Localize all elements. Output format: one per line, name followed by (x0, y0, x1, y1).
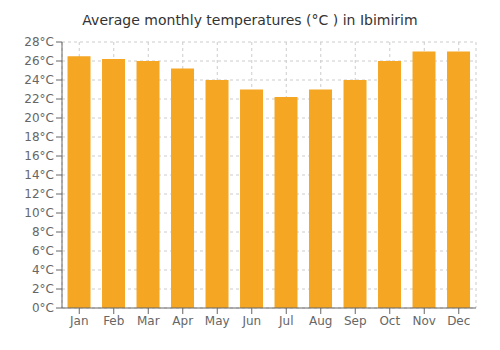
svg-text:12°C: 12°C (24, 187, 54, 201)
svg-text:Jul: Jul (278, 314, 293, 328)
svg-text:Mar: Mar (137, 314, 160, 328)
svg-text:Jun: Jun (241, 314, 261, 328)
svg-text:24°C: 24°C (24, 73, 54, 87)
svg-text:Feb: Feb (103, 314, 124, 328)
svg-text:6°C: 6°C (32, 244, 54, 258)
svg-text:Sep: Sep (344, 314, 367, 328)
svg-text:18°C: 18°C (24, 130, 54, 144)
svg-text:4°C: 4°C (32, 263, 54, 277)
svg-text:Dec: Dec (447, 314, 470, 328)
svg-text:Apr: Apr (172, 314, 193, 328)
svg-text:Oct: Oct (379, 314, 400, 328)
svg-text:0°C: 0°C (32, 301, 54, 315)
svg-text:14°C: 14°C (24, 168, 54, 182)
svg-text:20°C: 20°C (24, 111, 54, 125)
svg-text:Aug: Aug (309, 314, 332, 328)
svg-text:10°C: 10°C (24, 206, 54, 220)
html-text:Average monthly temperatures (: Average monthly temperatures (°C ) in Ib… (82, 12, 418, 28)
svg-text:22°C: 22°C (24, 92, 54, 106)
svg-text:2°C: 2°C (32, 282, 54, 296)
svg-text:28°C: 28°C (24, 35, 54, 49)
svg-text:Nov: Nov (413, 314, 436, 328)
svg-text:Jan: Jan (69, 314, 89, 328)
svg-text:26°C: 26°C (24, 54, 54, 68)
svg-text:8°C: 8°C (32, 225, 54, 239)
svg-text:May: May (205, 314, 230, 328)
svg-text:16°C: 16°C (24, 149, 54, 163)
